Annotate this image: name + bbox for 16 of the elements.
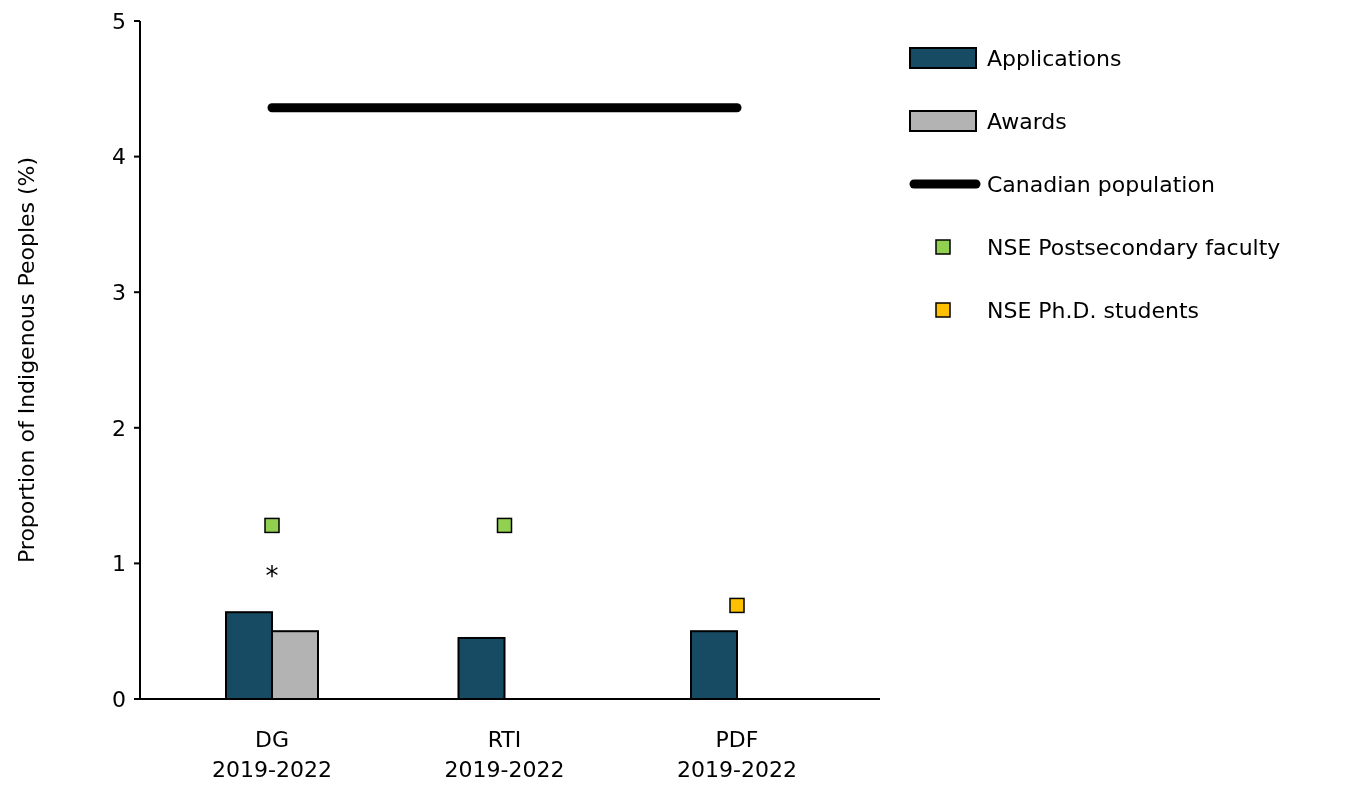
legend-label: Canadian population — [987, 171, 1215, 197]
y-tick-label: 3 — [112, 279, 126, 305]
legend-label: Awards — [987, 108, 1067, 134]
y-tick-label: 0 — [112, 686, 126, 712]
y-tick-label: 2 — [112, 415, 126, 441]
x-tick-label: DG 2019-2022 — [212, 727, 332, 782]
y-tick-label: 4 — [112, 144, 126, 170]
legend-label: NSE Ph.D. students — [987, 297, 1200, 323]
y-tick-label: 5 — [112, 8, 126, 34]
x-tick-label: RTI 2019-2022 — [444, 727, 565, 782]
y-axis-title: Proportion of Indigenous Peoples (%) — [14, 156, 39, 564]
y-tick-label: 1 — [112, 551, 126, 577]
x-tick-label: PDF 2019-2022 — [677, 727, 797, 782]
legend-label: Applications — [987, 45, 1122, 71]
annotation: * — [265, 560, 279, 591]
legend-label: NSE Postsecondary faculty — [987, 234, 1281, 260]
